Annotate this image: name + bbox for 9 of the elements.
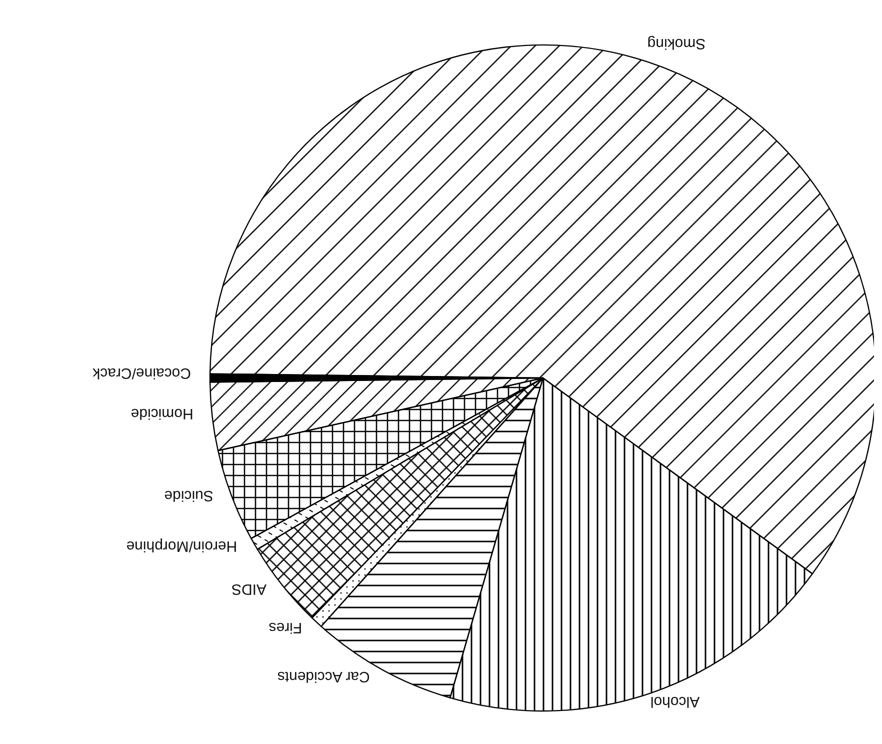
slice-label: Fires: [268, 618, 302, 636]
slice-label: Cocaine/Crack: [92, 364, 191, 382]
slice-label: Suicide: [164, 487, 214, 504]
slice-label: Homicide: [130, 404, 194, 422]
slice-label: Car Accidents: [277, 668, 370, 686]
slice-label: Smoking: [647, 35, 706, 52]
slice-label: AIDS: [231, 580, 267, 598]
slice-label: Heroin/Morphine: [126, 537, 238, 554]
slice-label: Alcohol: [650, 692, 700, 710]
